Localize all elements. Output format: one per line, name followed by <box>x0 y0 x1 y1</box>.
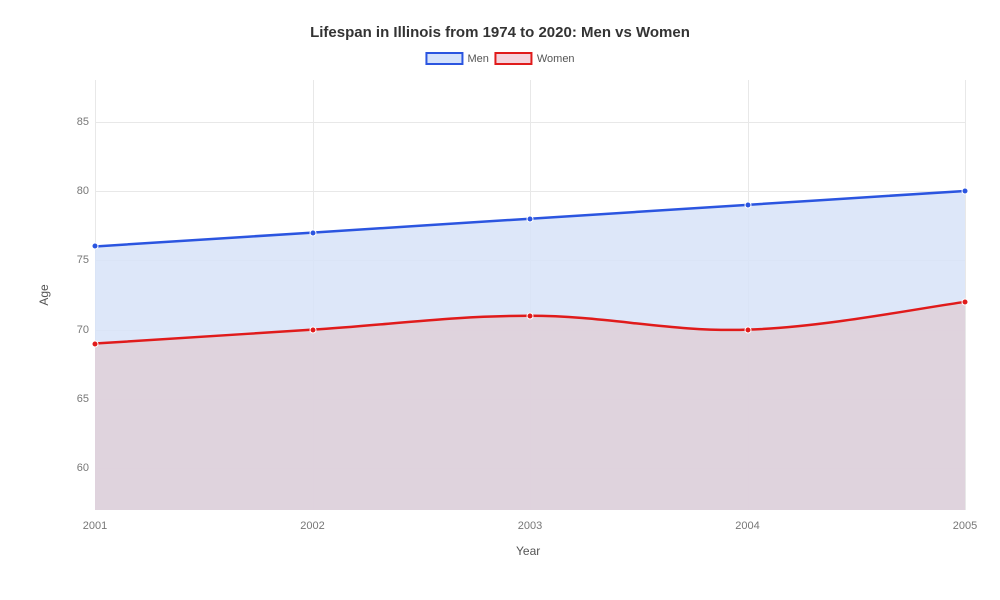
marker-men <box>527 215 534 222</box>
y-tick: 60 <box>67 462 89 474</box>
y-tick: 75 <box>67 254 89 266</box>
y-tick: 85 <box>67 116 89 128</box>
marker-women <box>92 340 99 347</box>
marker-men <box>962 187 969 194</box>
y-tick: 80 <box>67 185 89 197</box>
plot-area <box>95 80 965 510</box>
grid-line-v <box>965 80 966 510</box>
x-tick: 2001 <box>83 520 107 532</box>
marker-women <box>309 326 316 333</box>
legend: Men Women <box>425 52 574 65</box>
legend-swatch-men <box>425 52 463 65</box>
x-tick: 2002 <box>300 520 324 532</box>
series-svg <box>95 80 965 510</box>
y-tick: 70 <box>67 324 89 336</box>
marker-men <box>92 243 99 250</box>
legend-label-women: Women <box>537 53 575 65</box>
legend-label-men: Men <box>467 53 488 65</box>
marker-women <box>744 326 751 333</box>
y-tick: 65 <box>67 393 89 405</box>
chart-title: Lifespan in Illinois from 1974 to 2020: … <box>0 24 1000 41</box>
x-tick: 2004 <box>735 520 759 532</box>
x-tick: 2003 <box>518 520 542 532</box>
y-axis-label: Age <box>37 284 51 305</box>
x-axis-label: Year <box>516 544 540 558</box>
marker-women <box>962 298 969 305</box>
chart-container: Lifespan in Illinois from 1974 to 2020: … <box>0 0 1000 600</box>
legend-item-women: Women <box>495 52 575 65</box>
legend-item-men: Men <box>425 52 488 65</box>
marker-men <box>309 229 316 236</box>
marker-men <box>744 201 751 208</box>
legend-swatch-women <box>495 52 533 65</box>
marker-women <box>527 312 534 319</box>
x-tick: 2005 <box>953 520 977 532</box>
